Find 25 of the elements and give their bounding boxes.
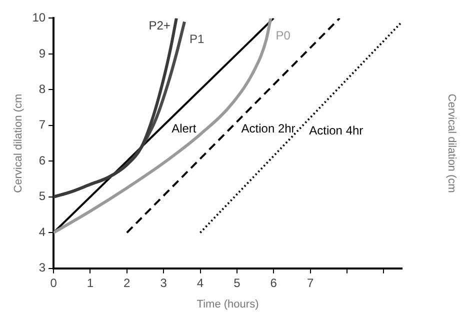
x-tick-label: 7 (306, 276, 314, 290)
y-tick-label: 3 (38, 260, 46, 275)
y-tick-label: 4 (38, 224, 46, 239)
x-tick-label: 1 (86, 276, 94, 290)
series-label: P2+ (148, 18, 170, 33)
series-label: Action 4hr (309, 124, 364, 138)
series-label: Alert (172, 122, 197, 136)
y-tick-label: 5 (38, 189, 46, 204)
x-tick-label: 5 (234, 276, 241, 290)
y-tick-label: 10 (32, 10, 46, 25)
series-label: P0 (276, 28, 291, 43)
series-label: P1 (189, 32, 204, 46)
series-label: Action 2hr (241, 122, 296, 136)
y2-axis-title: Cervical dilation (cm (445, 94, 458, 193)
y-tick-label: 7 (38, 118, 46, 132)
x-tick-label: 0 (50, 276, 58, 290)
y-axis-title: Cervical dilation (cm (12, 94, 25, 193)
x-tick-label: 3 (160, 276, 168, 290)
y-tick-label: 6 (38, 153, 46, 168)
x-tick-label: 6 (270, 276, 278, 290)
x-axis-title: Time (hours) (196, 298, 259, 310)
x-tick-label: 4 (196, 276, 204, 290)
y-tick-label: 8 (38, 82, 46, 96)
y-tick-label: 9 (38, 46, 46, 60)
x-tick-label: 2 (124, 276, 131, 290)
